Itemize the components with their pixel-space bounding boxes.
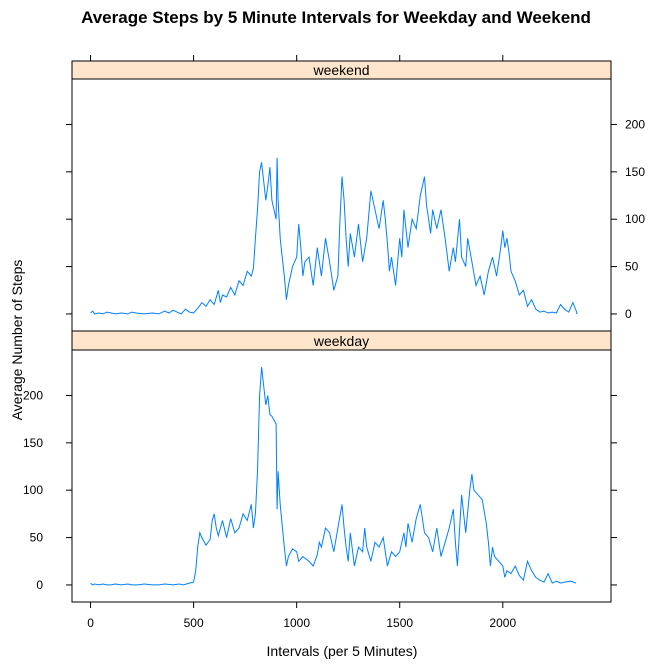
strip-label-weekday: weekday — [313, 333, 369, 349]
x-tick-label: 2000 — [489, 616, 516, 630]
panels-group: weekend weekday — [71, 60, 612, 603]
x-tick-label: 500 — [184, 616, 204, 630]
panel-frame-weekday — [71, 349, 612, 603]
strip-label-weekend: weekend — [312, 62, 369, 78]
y-tick-label-weekday: 200 — [23, 388, 43, 402]
y-tick-label-weekday: 50 — [30, 531, 44, 545]
chart-title: Average Steps by 5 Minute Intervals for … — [81, 8, 591, 27]
y-tick-label-weekend: 200 — [625, 117, 645, 131]
y-tick-label-weekend: 100 — [625, 212, 645, 226]
x-axis-label: Intervals (per 5 Minutes) — [267, 643, 418, 659]
series-line-weekday — [90, 367, 577, 586]
panel-frame-weekend — [71, 78, 612, 332]
x-tick-label: 1000 — [283, 616, 310, 630]
series-line-weekend — [90, 157, 578, 315]
y-tick-label-weekend: 150 — [625, 165, 645, 179]
y-tick-label-weekend: 50 — [625, 260, 639, 274]
panel-weekend: weekend — [71, 60, 612, 332]
x-tick-label: 0 — [87, 616, 94, 630]
y-tick-label-weekday: 150 — [23, 436, 43, 450]
panel-weekday: weekday — [71, 330, 612, 603]
y-tick-label-weekday: 0 — [36, 578, 43, 592]
y-tick-label-weekday: 100 — [23, 483, 43, 497]
x-tick-label: 1500 — [386, 616, 413, 630]
y-axis-label: Average Number of Steps — [9, 260, 25, 421]
y-tick-label-weekend: 0 — [625, 307, 632, 321]
